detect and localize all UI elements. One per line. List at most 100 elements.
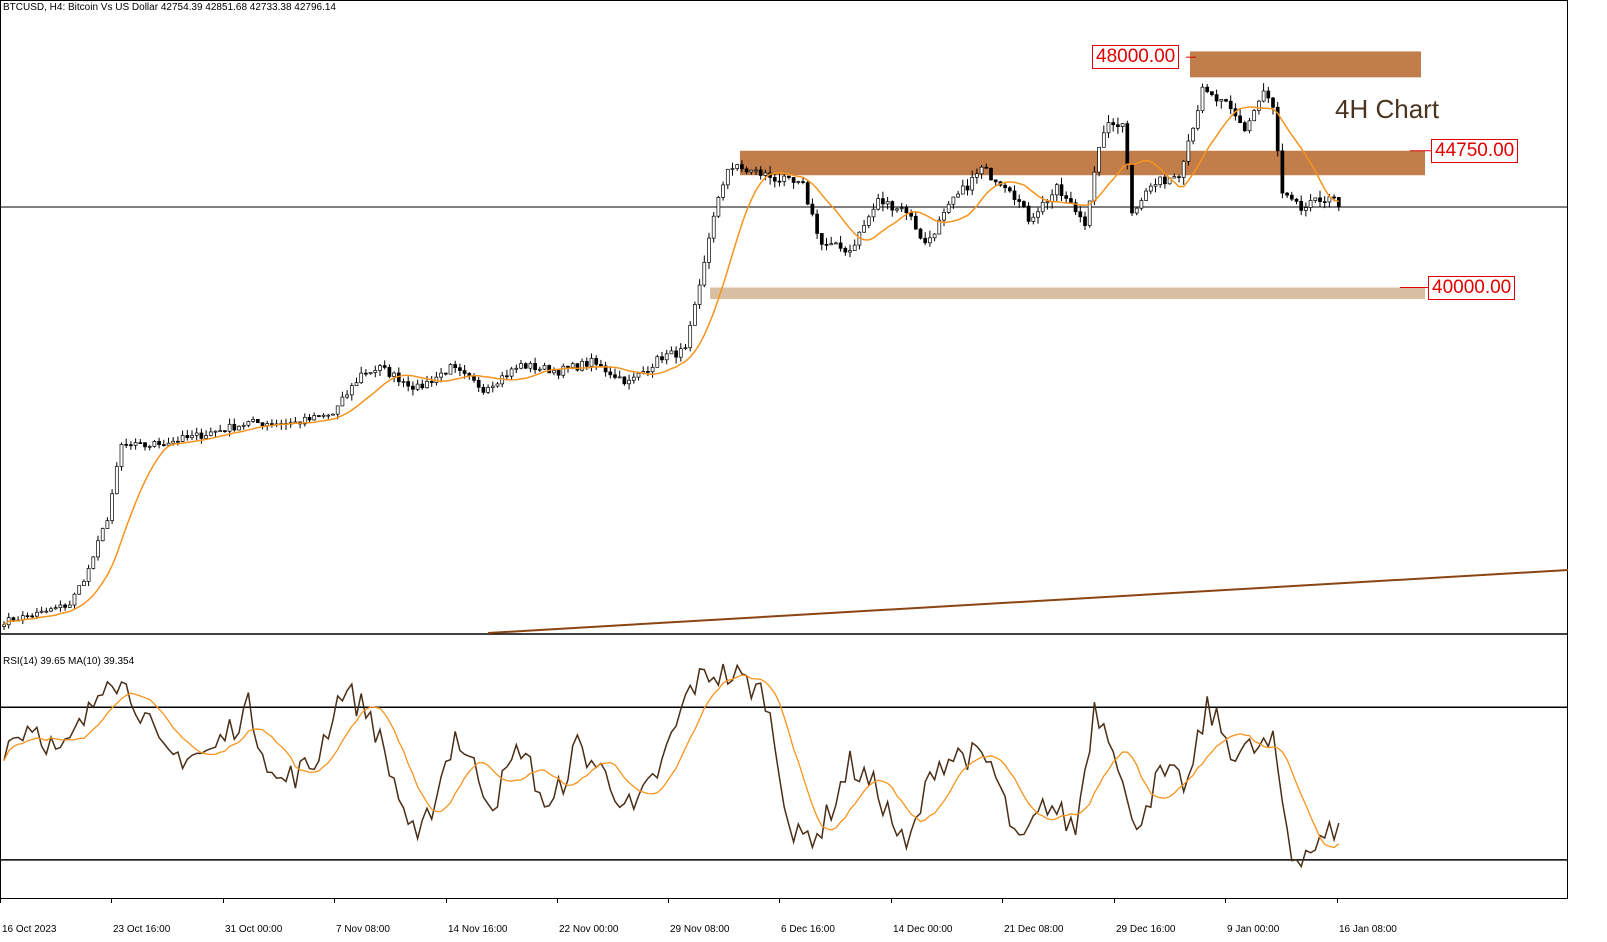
candle-body <box>406 381 411 387</box>
candle-body <box>429 381 434 384</box>
candle-body <box>580 361 584 371</box>
x-tick-label: 23 Oct 16:00 <box>113 924 171 935</box>
candle-body <box>53 607 58 610</box>
candle-body <box>232 423 237 431</box>
candle-body <box>1304 207 1308 211</box>
candle-body <box>805 182 810 205</box>
candle-body <box>523 363 528 369</box>
candle-body <box>782 175 787 182</box>
candle-body <box>1257 100 1261 111</box>
candle-body <box>349 385 354 396</box>
candle-body <box>735 164 740 169</box>
candle-body <box>975 173 979 178</box>
candle-body <box>1087 200 1092 226</box>
level-label-44750[interactable]: 44750.00 <box>1431 139 1519 163</box>
x-tick-label: 16 Oct 2023 <box>2 924 57 935</box>
candle-body <box>819 233 824 245</box>
symbol-header: BTCUSD, H4: Bitcoin Vs US Dollar 42754.3… <box>3 2 336 13</box>
candle-body <box>448 364 453 375</box>
candle-body <box>110 493 114 521</box>
candle-body <box>49 608 53 612</box>
candle-body <box>387 367 392 377</box>
candle-body <box>711 215 716 239</box>
candle-body <box>1064 195 1069 199</box>
candle-body <box>937 219 942 235</box>
candle-body <box>707 237 711 263</box>
candle-body <box>942 212 946 221</box>
candle-body <box>481 386 486 393</box>
candle-body <box>67 604 72 608</box>
candle-body <box>1205 86 1210 92</box>
candle-body <box>1181 160 1186 178</box>
candle-body <box>500 375 505 385</box>
candle-body <box>143 442 147 448</box>
candle-body <box>425 381 429 389</box>
candle-body <box>829 243 834 246</box>
candle-body <box>1332 196 1336 199</box>
candle-body <box>787 175 791 178</box>
candle-body <box>86 568 91 582</box>
candle-body <box>848 250 852 253</box>
candle-body <box>646 371 650 373</box>
candle-body <box>1271 97 1275 108</box>
level-label-40000[interactable]: 40000.00 <box>1428 276 1516 300</box>
candle-body <box>1054 184 1059 196</box>
candle-body <box>194 432 199 436</box>
candle-body <box>622 376 627 385</box>
candle-body <box>345 394 349 398</box>
candle-body <box>650 367 655 373</box>
timeframe-annotation: 4H Chart <box>1335 94 1440 124</box>
candle-body <box>824 244 829 246</box>
candle-body <box>114 466 119 495</box>
candle-body <box>594 357 599 365</box>
x-tick-label: 9 Jan 00:00 <box>1227 924 1280 935</box>
candle-body <box>556 370 561 376</box>
candle-body <box>1059 184 1064 197</box>
candle-body <box>1219 99 1224 102</box>
candle-body <box>575 363 580 371</box>
candle-body <box>791 177 796 183</box>
candle-body <box>161 444 166 446</box>
candle-body <box>1139 200 1144 209</box>
x-tick-label: 29 Nov 08:00 <box>670 924 730 935</box>
candle-body <box>932 233 937 239</box>
candle-body <box>373 370 378 373</box>
candle-body <box>462 370 467 374</box>
price-moving-average <box>3 106 1339 626</box>
candle-body <box>655 356 660 368</box>
candle-body <box>688 325 693 349</box>
candle-body <box>439 372 443 378</box>
x-tick-label: 21 Dec 08:00 <box>1004 924 1064 935</box>
candle-body <box>852 244 857 251</box>
candle-body <box>570 363 575 368</box>
candle-body <box>721 184 725 198</box>
level-label-48000[interactable]: 48000.00 <box>1092 45 1180 69</box>
candle-body <box>843 247 848 253</box>
resistance-zone-48000 <box>1190 51 1421 78</box>
candle-body <box>39 610 44 613</box>
candle-body <box>1252 110 1257 122</box>
candle-body <box>166 442 171 446</box>
candle-body <box>35 611 39 617</box>
candle-body <box>881 198 885 205</box>
candle-body <box>359 372 364 384</box>
candle-body <box>401 381 406 383</box>
candle-body <box>923 237 928 244</box>
candle-body <box>669 350 674 355</box>
rsi-header: RSI(14) 39.65 MA(10) 39.354 <box>3 656 135 667</box>
candle-body <box>58 604 63 608</box>
candle-body <box>866 216 871 226</box>
candle-body <box>91 556 96 569</box>
candle-body <box>1322 201 1327 203</box>
candle-body <box>1144 190 1148 201</box>
candle-body <box>227 423 232 432</box>
candle-body <box>505 375 509 378</box>
candle-body <box>1078 211 1083 218</box>
candle-body <box>490 385 495 388</box>
candle-body <box>392 372 396 377</box>
candle-body <box>617 376 622 379</box>
candle-body <box>100 528 105 542</box>
candle-body <box>251 419 255 422</box>
